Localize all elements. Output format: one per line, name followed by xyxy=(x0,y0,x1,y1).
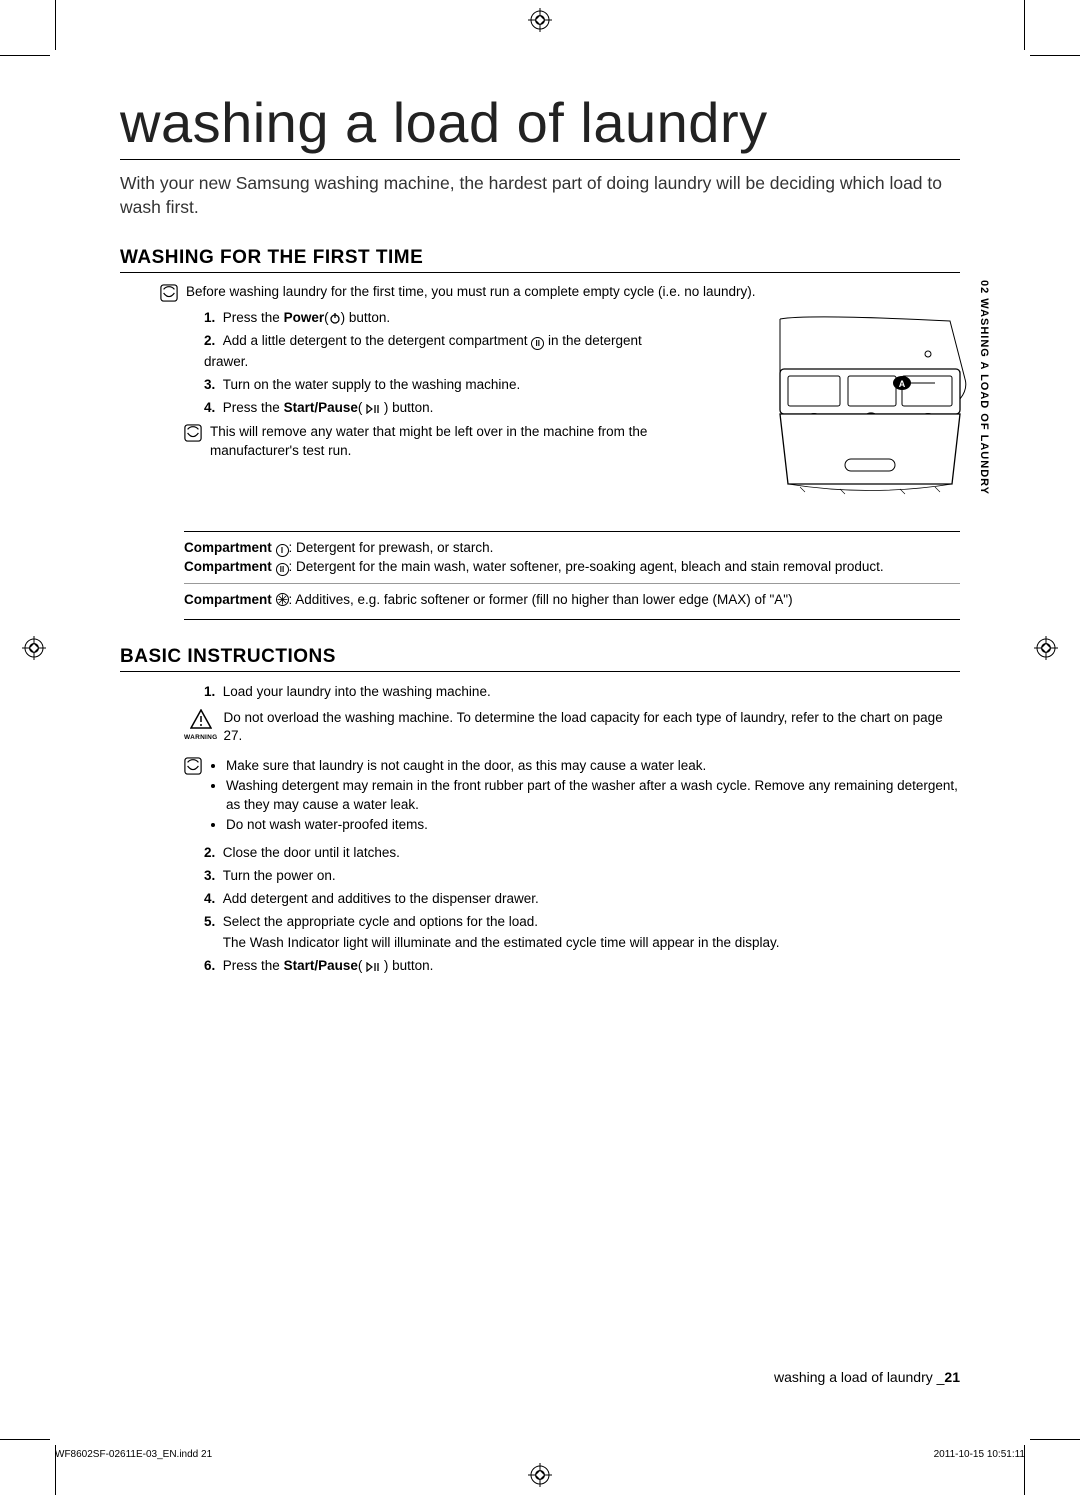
section-heading-first-time: WASHING FOR THE FIRST TIME xyxy=(120,247,960,273)
power-icon xyxy=(329,312,341,324)
svg-text:A: A xyxy=(899,379,906,389)
divider xyxy=(184,531,960,532)
basic-step-5: 5. Select the appropriate cycle and opti… xyxy=(204,912,960,953)
warning-label: WARNING xyxy=(184,734,218,741)
tips-list: Make sure that laundry is not caught in … xyxy=(210,756,960,834)
job-id-left: WF8602SF-02611E-03_EN.indd 21 xyxy=(55,1449,212,1460)
crop-mark xyxy=(1024,0,1025,50)
registration-mark-icon xyxy=(528,1463,552,1487)
crop-mark xyxy=(0,55,50,56)
detergent-drawer-figure: A II I xyxy=(750,309,970,499)
basic-step-1: 1. Load your laundry into the washing ma… xyxy=(204,682,960,702)
first-time-block: Before washing laundry for the first tim… xyxy=(120,283,960,460)
crop-mark xyxy=(55,0,56,50)
start-pause-icon xyxy=(366,404,380,414)
divider xyxy=(184,619,960,620)
crop-mark xyxy=(1030,1439,1080,1440)
footer: washing a load of laundry _21 xyxy=(774,1369,960,1385)
tip-item: Do not wash water-proofed items. xyxy=(226,815,960,835)
note-icon xyxy=(184,424,202,442)
basic-steps: 1. Load your laundry into the washing ma… xyxy=(120,682,960,702)
compartment-ii-icon: II xyxy=(531,337,544,350)
page-title: washing a load of laundry xyxy=(120,90,960,160)
compartment-descriptions: Compartment I: Detergent for prewash, or… xyxy=(120,538,960,610)
softener-icon xyxy=(276,593,289,606)
warning-icon xyxy=(190,709,212,729)
compartment-ii-icon: II xyxy=(276,563,289,576)
start-pause-icon xyxy=(366,962,380,972)
page-content: 02 WASHING A LOAD OF LAUNDRY washing a l… xyxy=(120,90,960,1405)
note-icon xyxy=(184,757,202,775)
section-heading-basic: BASIC INSTRUCTIONS xyxy=(120,646,960,672)
tip-item: Washing detergent may remain in the fron… xyxy=(226,776,960,815)
divider-light xyxy=(184,583,960,584)
side-tab: 02 WASHING A LOAD OF LAUNDRY xyxy=(978,280,990,495)
note-text: Before washing laundry for the first tim… xyxy=(186,283,756,302)
basic-step-3: 3. Turn the power on. xyxy=(204,866,960,886)
basic-step-6: 6. Press the Start/Pause( ) button. xyxy=(204,956,960,976)
crop-mark xyxy=(1030,55,1080,56)
basic-step-2: 2. Close the door until it latches. xyxy=(204,843,960,863)
registration-mark-icon xyxy=(528,8,552,32)
registration-mark-icon xyxy=(1034,636,1058,660)
warning-text: Do not overload the washing machine. To … xyxy=(224,709,960,747)
warning-block: WARNING Do not overload the washing mach… xyxy=(120,709,960,747)
after-note-text: This will remove any water that might be… xyxy=(210,423,660,461)
basic-steps-cont: 2. Close the door until it latches. 3. T… xyxy=(120,843,960,977)
registration-mark-icon xyxy=(22,636,46,660)
tip-item: Make sure that laundry is not caught in … xyxy=(226,756,960,776)
crop-mark xyxy=(0,1439,50,1440)
job-id-right: 2011-10-15 10:51:11 xyxy=(934,1449,1025,1460)
intro-text: With your new Samsung washing machine, t… xyxy=(120,172,960,219)
step-2: 2. Add a little detergent to the deterge… xyxy=(204,331,664,373)
compartment-i-icon: I xyxy=(276,544,289,557)
basic-step-4: 4. Add detergent and additives to the di… xyxy=(204,889,960,909)
note-icon xyxy=(160,284,178,302)
